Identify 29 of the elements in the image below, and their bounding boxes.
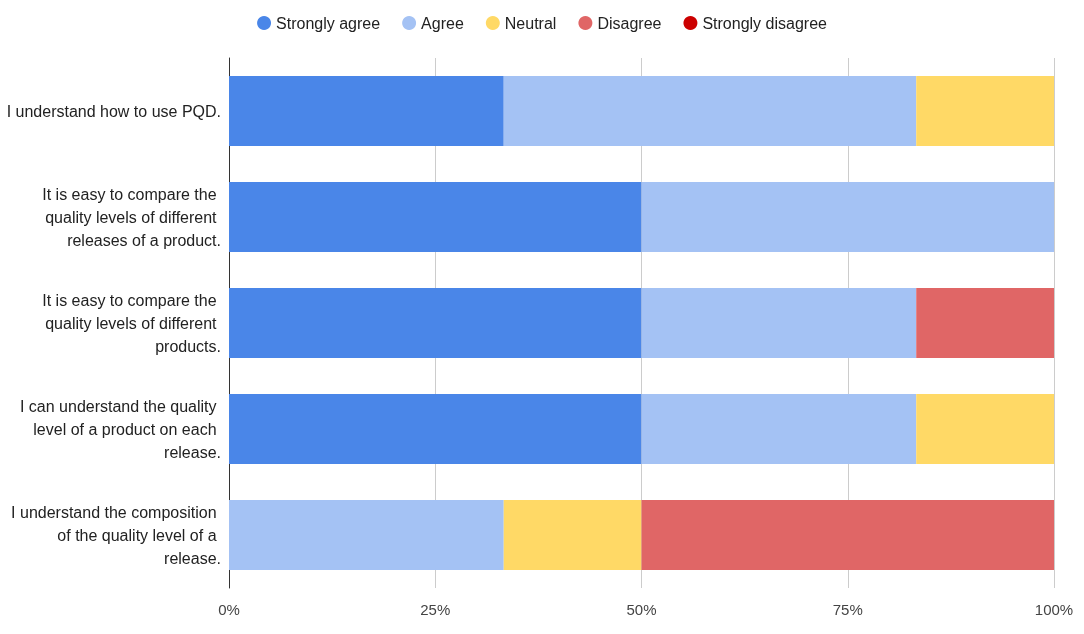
x-tick-label: 25%: [420, 601, 451, 618]
legend-label: Neutral: [504, 14, 557, 32]
legend-label: Disagree: [597, 14, 662, 32]
bar: [229, 76, 504, 146]
x-tick-label: 0%: [218, 601, 240, 618]
y-tick-label: I understand the composition of the quality level of a release.: [11, 503, 221, 567]
bar: [229, 182, 642, 252]
bar: [641, 288, 917, 358]
bar: [503, 76, 917, 146]
y-tick-label: I understand how to use PQD.: [6, 102, 221, 120]
bar: [916, 394, 1054, 464]
y-tick-label: It is easy to compare the quality levels of different releases of a product.: [42, 185, 221, 249]
bar: [916, 76, 1054, 146]
x-tick-label: 50%: [626, 601, 657, 618]
legend-label: Strongly agree: [276, 14, 381, 32]
x-tick-label: 75%: [832, 601, 863, 618]
y-tick-label: It is easy to compare the quality levels of different products.: [42, 291, 221, 355]
bar: [641, 394, 917, 464]
bar: [916, 288, 1054, 358]
bar: [503, 500, 642, 570]
bar: [229, 288, 642, 358]
bar: [229, 394, 642, 464]
bar: [641, 182, 1054, 252]
legend-label: Agree: [421, 14, 464, 32]
legend-label: Strongly disagree: [702, 14, 828, 32]
bar: [641, 500, 1054, 570]
y-tick-label: I can understand the quality level of a product on each release.: [19, 397, 221, 461]
x-tick-label: 100%: [1034, 601, 1074, 618]
bar: [229, 500, 504, 570]
